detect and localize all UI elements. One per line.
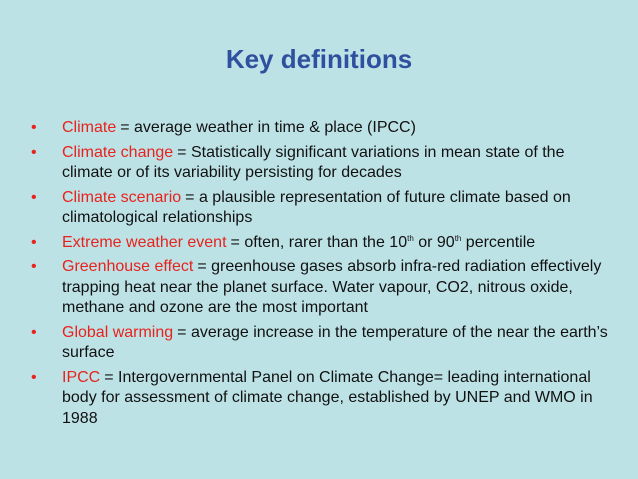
definition: = greenhouse gases absorb infra-red radi…: [62, 258, 602, 316]
definition: = average weather in time & place (IPCC): [120, 119, 416, 136]
term: IPCC: [62, 368, 101, 386]
definition-item: Greenhouse effect= greenhouse gases abso…: [31, 257, 610, 319]
definition: = a plausible representation of future c…: [62, 188, 571, 227]
definition-item: Climate= average weather in time & place…: [31, 118, 610, 139]
definition: = often, rarer than the 10th or 90th per…: [231, 234, 536, 251]
term: Greenhouse effect: [62, 258, 194, 275]
definition-text: or 90: [413, 233, 455, 251]
term: Climate change: [62, 143, 174, 161]
term: Climate: [62, 119, 117, 136]
term: Extreme weather event: [62, 233, 227, 251]
definition-item: Global warming= average increase in the …: [31, 323, 610, 364]
definition-item: Climate scenario= a plausible representa…: [31, 188, 610, 229]
definition-list: Climate= average weather in time & place…: [31, 118, 610, 433]
superscript: th: [407, 233, 414, 243]
definition-item: Climate change= Statistically significan…: [31, 143, 610, 184]
term: Global warming: [62, 323, 174, 341]
definition: = average increase in the temperature of…: [62, 323, 608, 362]
definition-text: = often, rarer than the 10: [230, 233, 408, 251]
term: Climate scenario: [62, 188, 182, 206]
definition: = Intergovernmental Panel on Climate Cha…: [62, 368, 593, 427]
definition-item: Extreme weather event= often, rarer than…: [31, 233, 610, 254]
slide-title: Key definitions: [225, 44, 413, 74]
definition-item: IPCC= Intergovernmental Panel on Climate…: [31, 368, 610, 430]
definition-text: percentile: [461, 233, 536, 251]
definition: = Statistically significant variations i…: [62, 143, 565, 182]
superscript: th: [454, 233, 462, 243]
